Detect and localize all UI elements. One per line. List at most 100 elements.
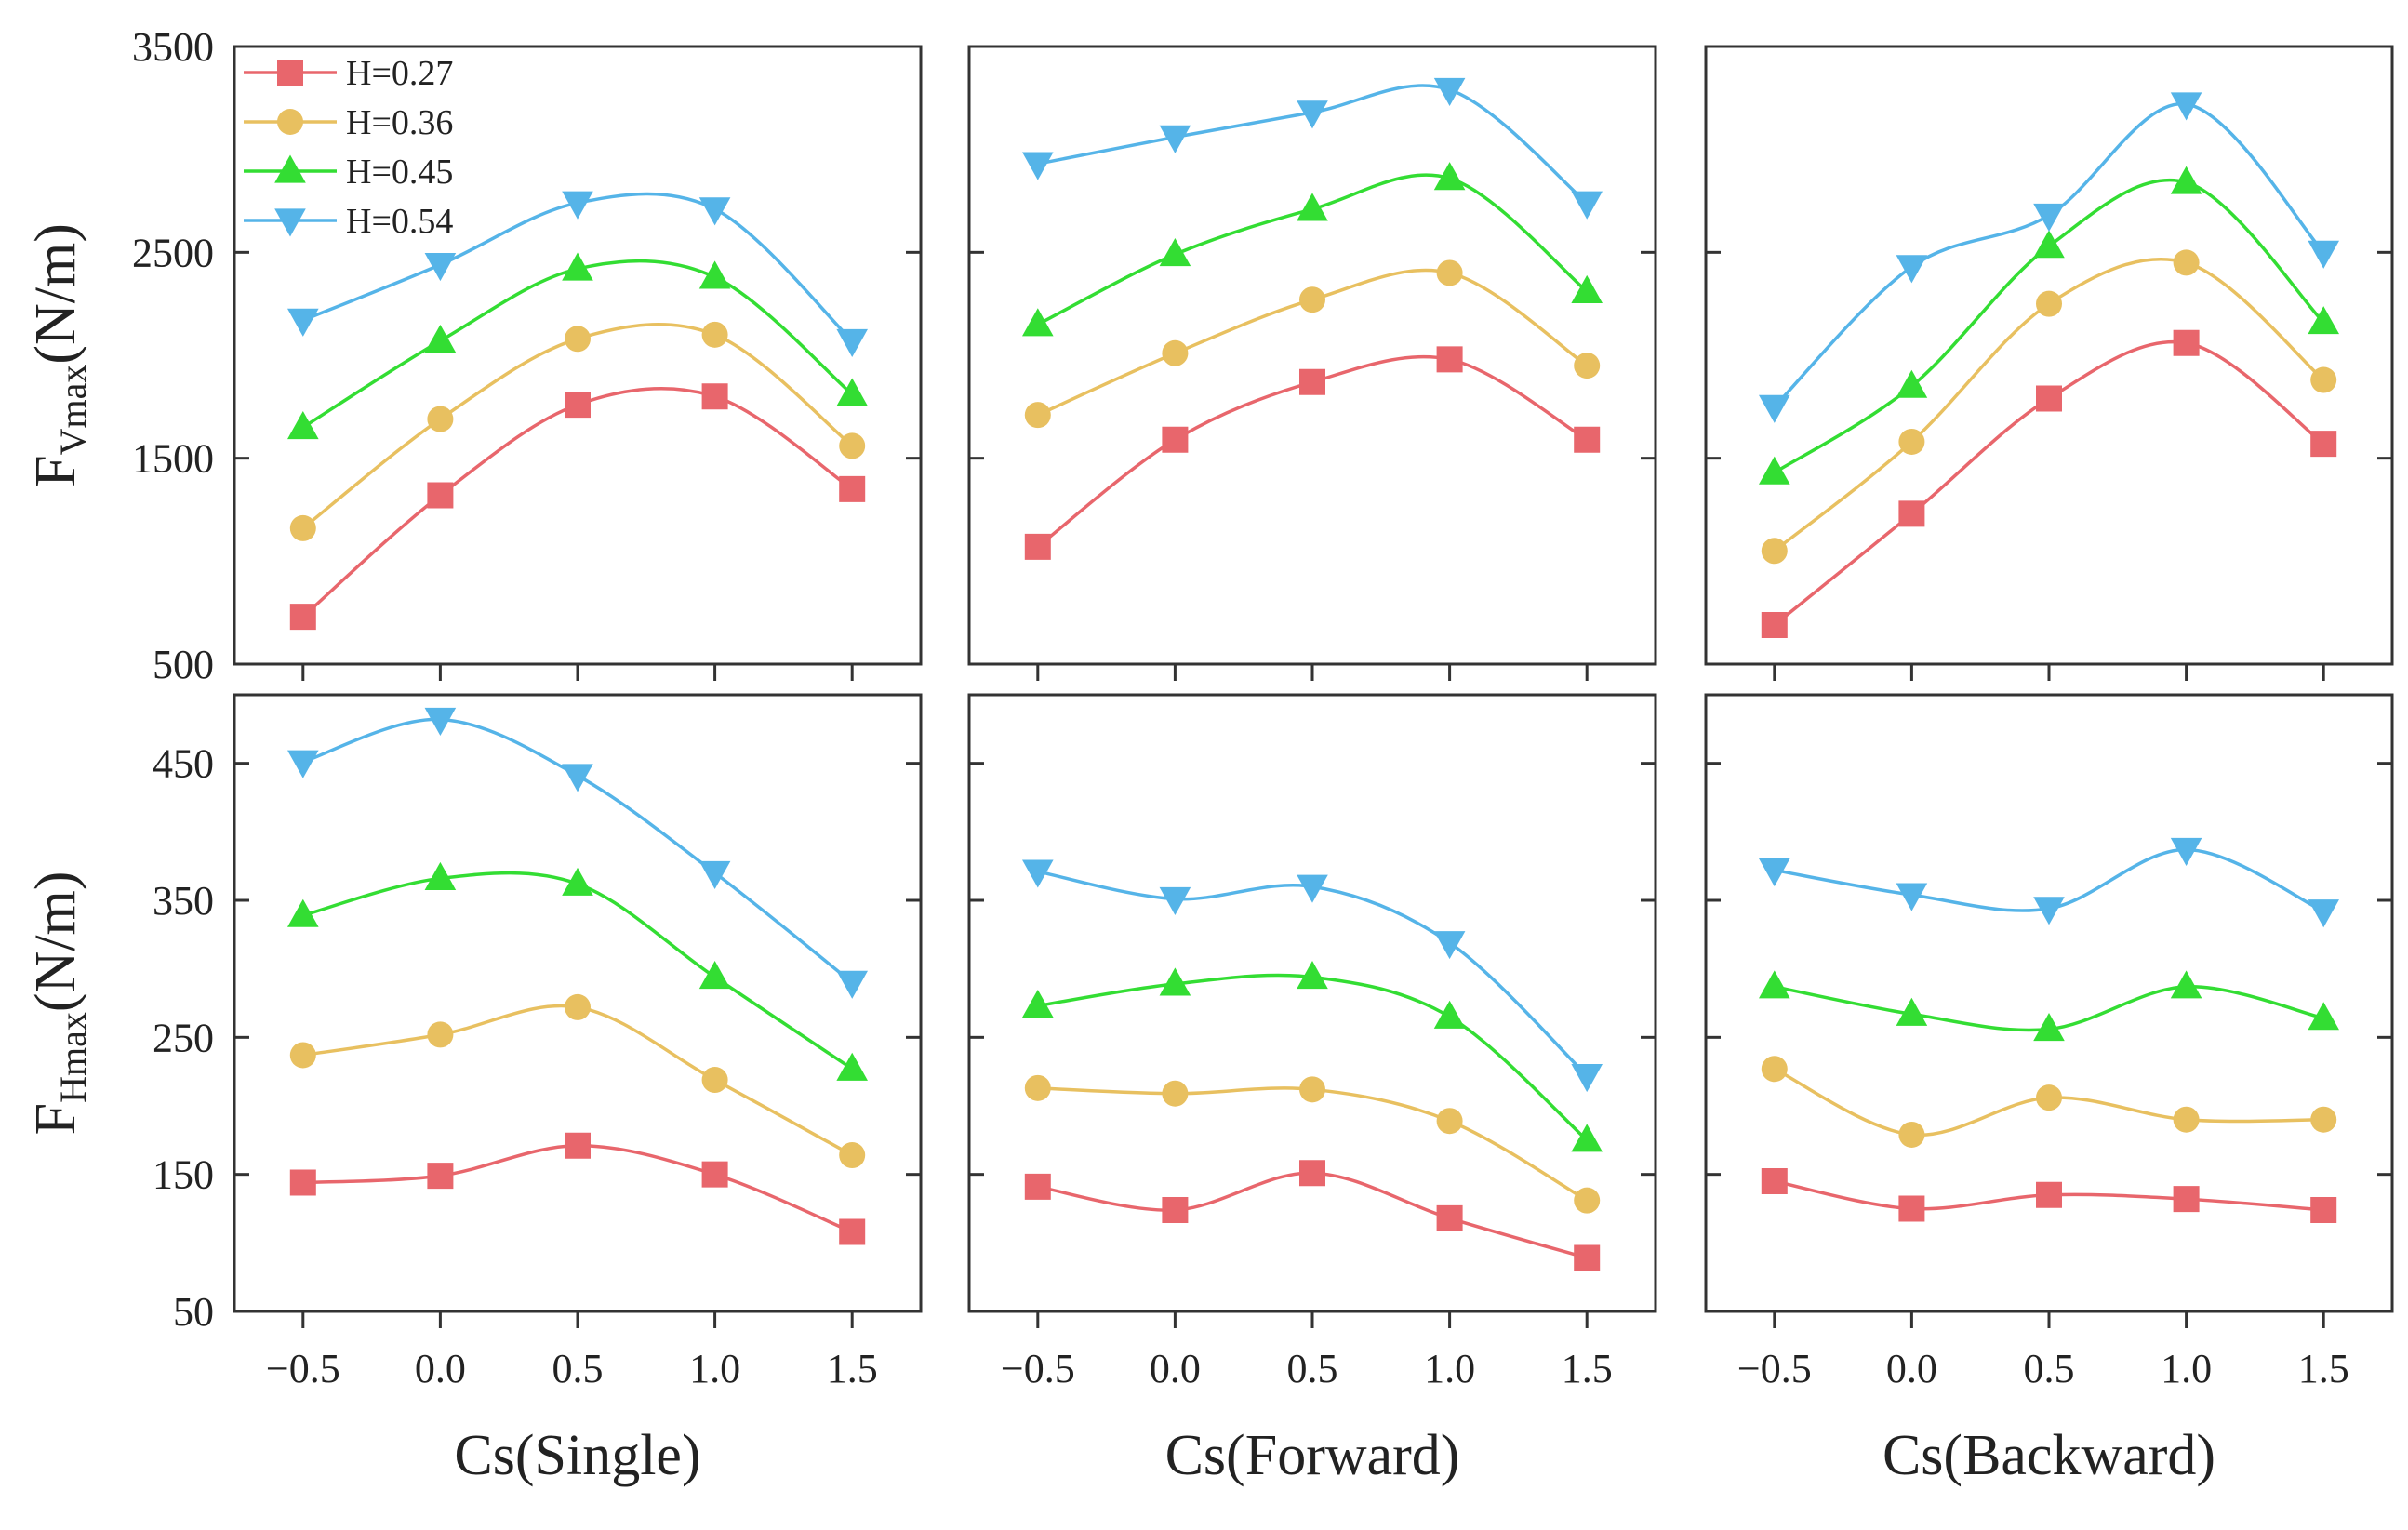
legend-entry-H=0.54: H=0.54 (244, 202, 453, 241)
data-point (836, 328, 868, 358)
panel-frame (233, 45, 923, 666)
x-tick-label: 0.0 (415, 1346, 466, 1391)
data-point (701, 1067, 728, 1094)
data-point (1436, 259, 1463, 286)
legend: H=0.27 H=0.36 H=0.45 H=0.54 (244, 54, 453, 241)
series-H=0.54 (1022, 859, 1603, 1093)
y-tick-label: 500 (153, 642, 214, 687)
series-H=0.27 (289, 1132, 866, 1245)
x-tick-label: −0.5 (1737, 1346, 1812, 1391)
data-point (287, 308, 319, 337)
data-point (2170, 837, 2202, 866)
data-point (2033, 1012, 2065, 1042)
series-H=0.36 (1024, 259, 1601, 429)
y-tick-label: 50 (173, 1289, 214, 1335)
data-point (1433, 77, 1466, 106)
data-point (839, 1142, 866, 1169)
y-title-subscript: Vmax (52, 365, 94, 456)
data-point (698, 260, 731, 289)
data-point (1433, 162, 1466, 191)
data-point (2310, 431, 2337, 458)
legend-entry-H=0.36: H=0.36 (244, 103, 453, 142)
data-point (698, 860, 731, 890)
data-point (1159, 125, 1191, 153)
data-point (2033, 897, 2065, 925)
series-line (1773, 339, 2325, 627)
data-point (2173, 329, 2200, 356)
legend-marker (274, 154, 306, 183)
data-point (2033, 203, 2065, 232)
data-point (1574, 1244, 1601, 1271)
x-tick-label: 1.0 (2161, 1346, 2212, 1391)
x-tick-label: 1.5 (2298, 1346, 2349, 1391)
data-point (427, 482, 454, 509)
series-H=0.36 (289, 321, 866, 541)
y-tick-label: 3500 (132, 24, 214, 70)
x-tick-label: 1.5 (827, 1346, 878, 1391)
data-point (698, 197, 731, 226)
data-point (1297, 100, 1328, 129)
data-point (2036, 1181, 2062, 1208)
data-point (698, 961, 731, 990)
data-point (1433, 931, 1466, 960)
x-axis-title-0: Cs(Single) (454, 1424, 700, 1487)
data-point (2310, 1196, 2337, 1223)
data-point (1297, 961, 1328, 990)
data-point (424, 253, 457, 282)
data-point (427, 1163, 454, 1190)
data-point (836, 378, 868, 406)
data-point (1574, 1187, 1601, 1214)
data-point (562, 764, 593, 792)
series-H=0.27 (1761, 1168, 2337, 1223)
data-point (839, 1218, 866, 1245)
data-point (287, 410, 319, 440)
series-H=0.27 (289, 383, 866, 631)
data-point (2310, 366, 2337, 393)
data-point (1022, 859, 1054, 888)
series-H=0.54 (1022, 77, 1603, 220)
x-tick-label: 1.0 (1424, 1346, 1475, 1391)
y-axis-title-0: FVmax(N/m) (24, 223, 94, 487)
data-point (1898, 1121, 1925, 1148)
series-H=0.54 (1759, 92, 2339, 423)
data-point (565, 326, 591, 353)
data-point (1898, 1195, 1925, 1222)
data-point (1898, 428, 1925, 455)
y-tick-label: 2500 (132, 230, 214, 275)
series-line (301, 386, 854, 619)
data-point (1761, 1056, 1788, 1083)
legend-marker (277, 109, 303, 135)
data-point (289, 1042, 316, 1069)
data-point (1022, 308, 1054, 337)
data-point (1436, 1204, 1463, 1231)
data-point (1159, 886, 1191, 916)
data-point (1024, 402, 1051, 429)
data-point (427, 1021, 454, 1048)
data-point (1896, 255, 1928, 284)
data-point (289, 604, 316, 631)
y-title-unit: (N/m) (24, 223, 87, 365)
data-point (424, 707, 457, 737)
data-point (1022, 152, 1054, 180)
data-point (562, 867, 593, 896)
x-tick-label: −0.5 (266, 1346, 340, 1391)
panel-frame (1704, 45, 2394, 666)
y-tick-label: 350 (153, 878, 214, 924)
y-title-subscript: Hmax (52, 1012, 94, 1103)
y-axis-title-1: FHmax(N/m) (24, 871, 94, 1136)
x-tick-label: 1.5 (1562, 1346, 1613, 1391)
data-point (1299, 286, 1325, 313)
x-tick-label: 0.5 (552, 1346, 604, 1391)
data-point (1162, 426, 1189, 453)
y-tick-label: 450 (153, 741, 214, 787)
series-H=0.36 (1024, 1074, 1601, 1214)
series-H=0.45 (1759, 166, 2339, 485)
series-H=0.27 (1024, 1160, 1601, 1271)
data-point (1759, 394, 1790, 423)
data-point (2173, 1186, 2200, 1213)
series-H=0.27 (1761, 329, 2337, 638)
x-axis-title-1: Cs(Forward) (1165, 1424, 1460, 1487)
data-point (287, 750, 319, 778)
data-point (1571, 1063, 1603, 1093)
